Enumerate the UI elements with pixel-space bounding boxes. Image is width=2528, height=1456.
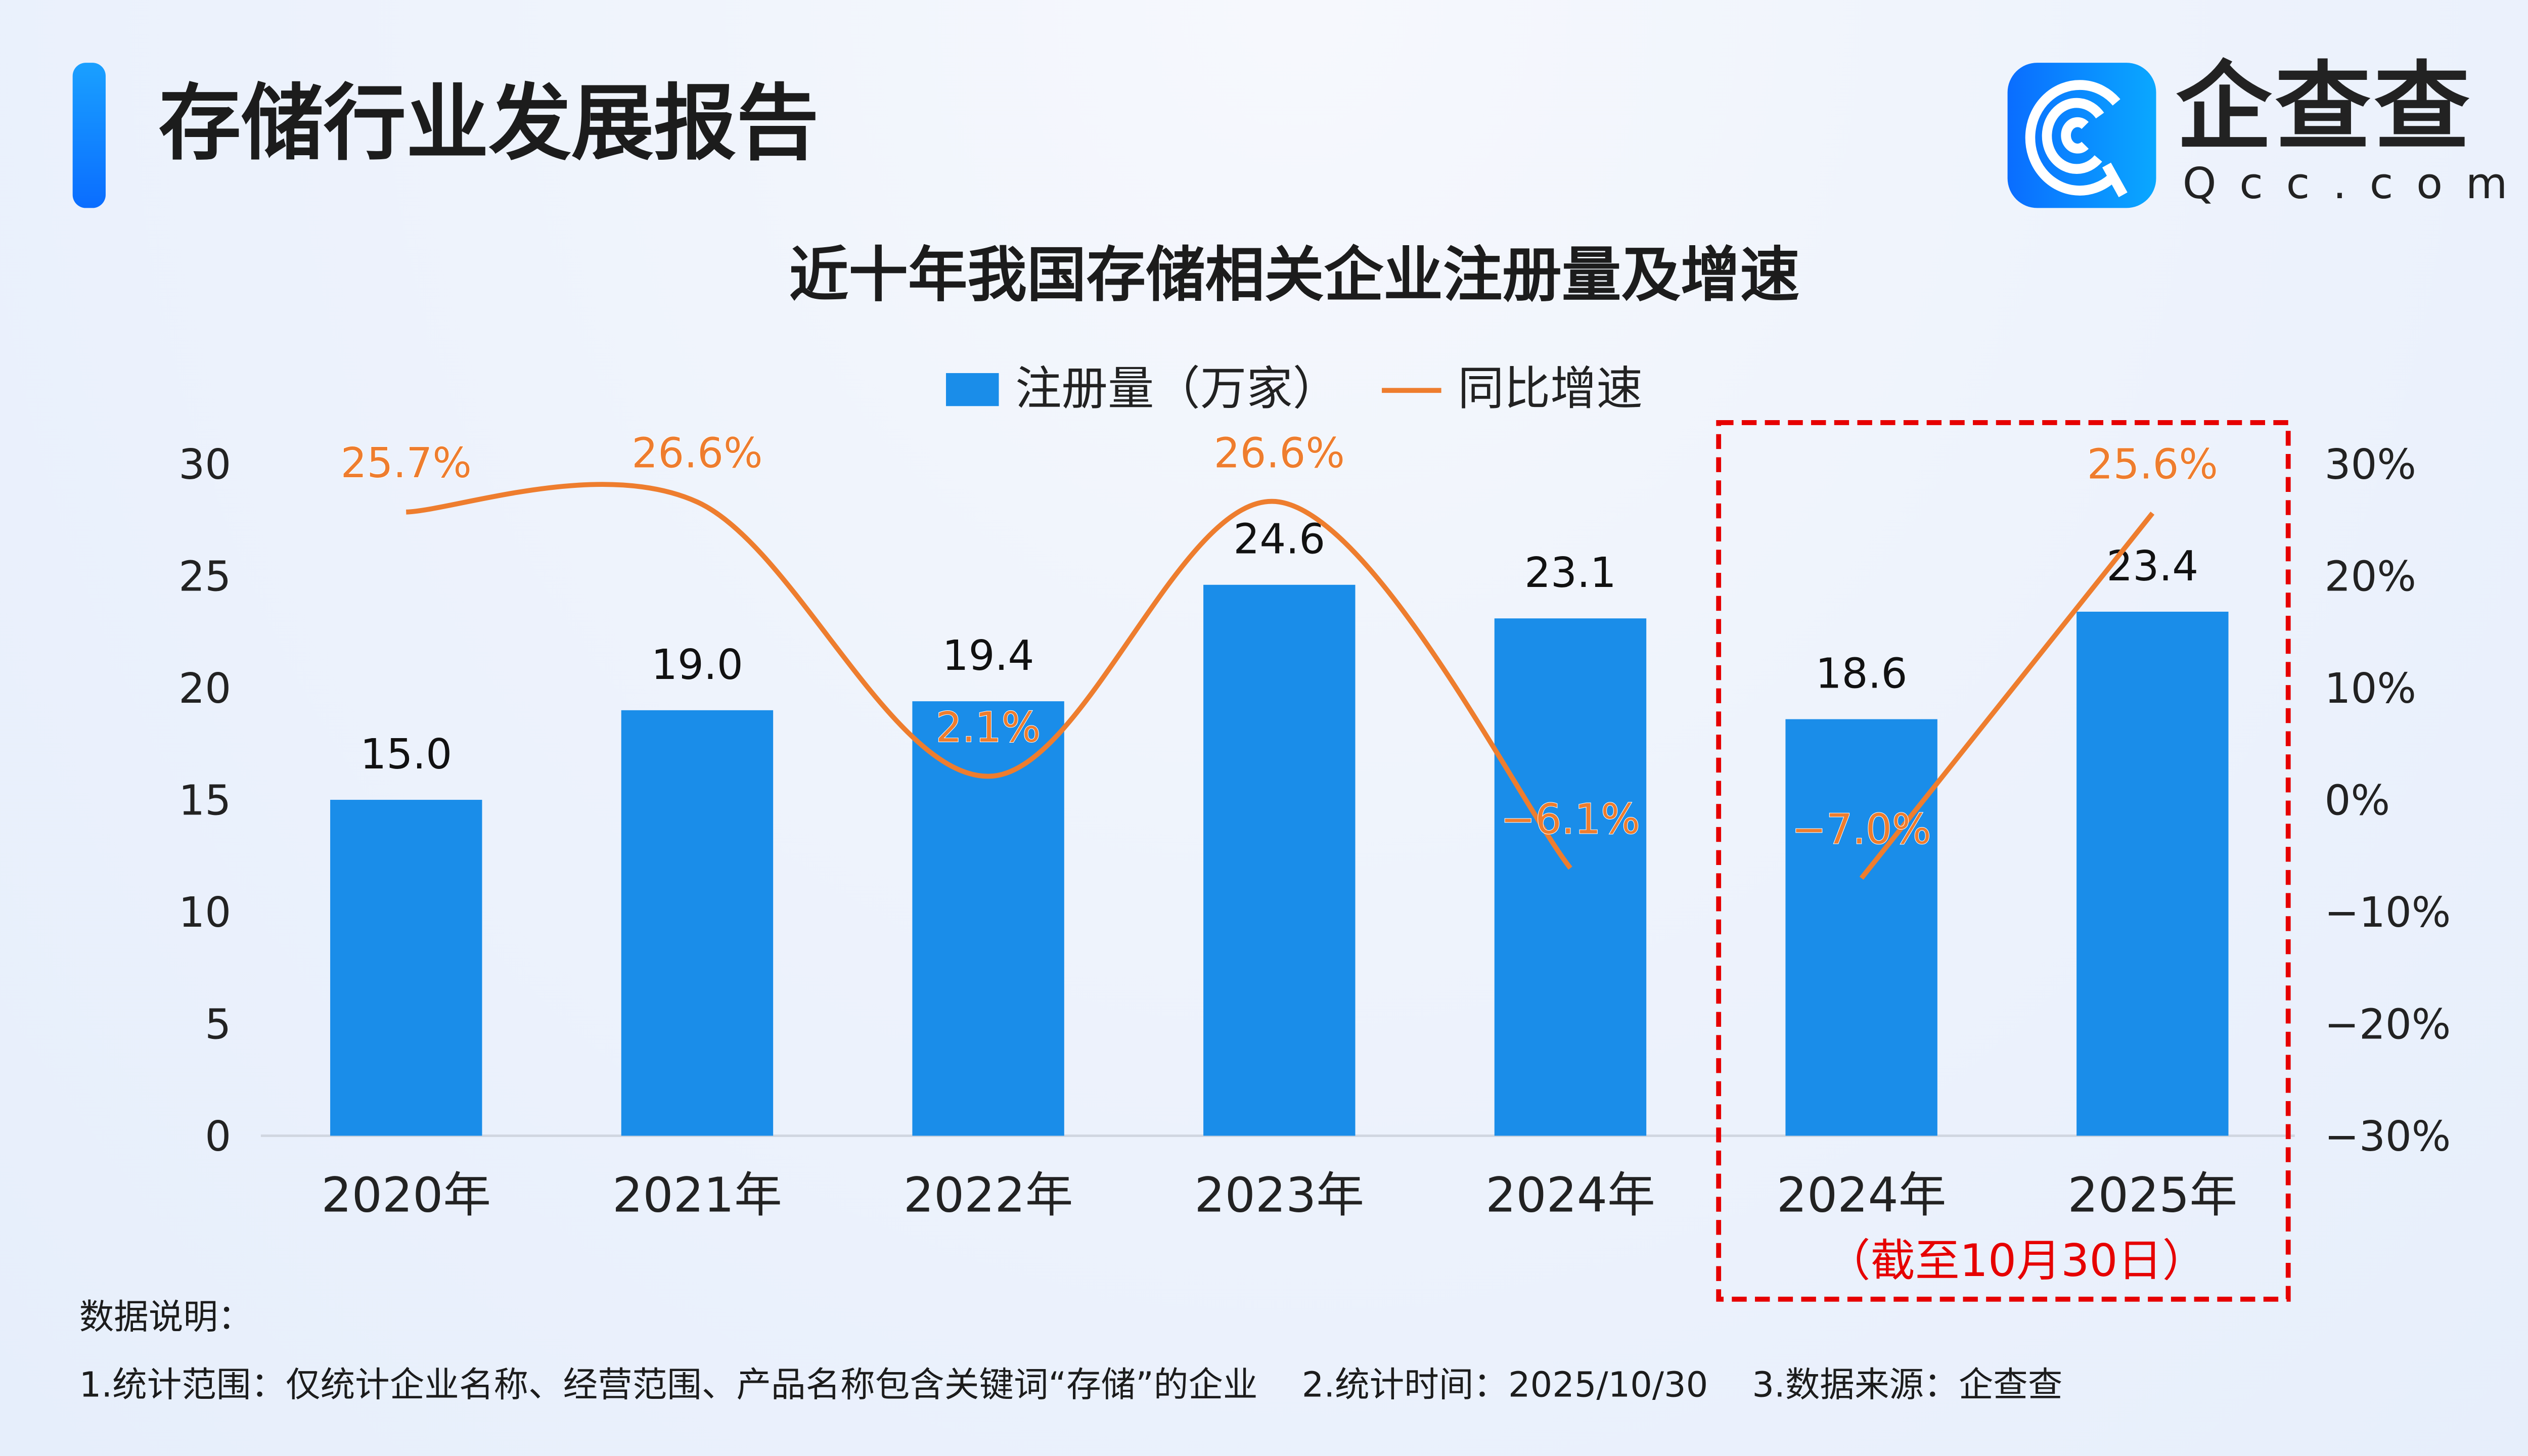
bar <box>1203 584 1356 1136</box>
x-axis-tick: 2020年 <box>321 1168 491 1223</box>
left-axis-tick: 20 <box>178 665 231 713</box>
x-axis-tick: 2021年 <box>612 1168 782 1223</box>
x-axis-tick: 2022年 <box>904 1168 1073 1223</box>
note-source: 3.数据来源：企查查 <box>1752 1365 2063 1405</box>
right-axis-tick: −10% <box>2325 889 2451 937</box>
left-axis-tick: 25 <box>178 553 231 601</box>
growth-label: 26.6% <box>631 429 762 477</box>
legend-swatch-bar <box>945 373 999 406</box>
growth-label: 25.6% <box>2087 440 2218 488</box>
bar-value-label: 23.1 <box>1524 549 1616 597</box>
growth-line <box>1859 511 2155 880</box>
left-axis-tick: 10 <box>178 889 231 937</box>
legend-label-line: 同比增速 <box>1458 361 1643 416</box>
bar-value-label: 18.6 <box>1816 650 1908 698</box>
bar <box>1494 618 1647 1136</box>
left-axis-tick: 30 <box>178 441 231 489</box>
growth-line <box>406 482 1572 870</box>
logo-text: 企查查 <box>2176 51 2473 164</box>
x-axis-tick: 2025年 <box>2067 1168 2237 1223</box>
right-axis-tick: −30% <box>2325 1113 2451 1161</box>
growth-label: 2.1% <box>936 704 1041 752</box>
qcc-logo-icon <box>2007 63 2156 208</box>
x-axis-tick: 2024年 <box>1777 1168 1947 1223</box>
left-axis-tick: 5 <box>205 1000 231 1049</box>
growth-label: 26.6% <box>1214 429 1345 477</box>
bar <box>2076 611 2229 1136</box>
logo-domain: Qcc.com <box>2182 160 2528 210</box>
bar-value-label: 15.0 <box>360 731 452 779</box>
bar-value-label: 19.0 <box>651 641 743 689</box>
x-axis-tick: 2024年 <box>1485 1168 1655 1223</box>
note-scope: 1.统计范围：仅统计企业名称、经营范围、产品名称包含关键词“存储”的企业 <box>79 1365 1258 1405</box>
bar <box>621 710 774 1136</box>
right-axis-tick: 30% <box>2325 441 2416 489</box>
note-time: 2.统计时间：2025/10/30 <box>1301 1365 1708 1405</box>
chart-title: 近十年我国存储相关企业注册量及增速 <box>789 243 1800 310</box>
right-axis-tick: −20% <box>2325 1000 2451 1049</box>
bar-value-label: 19.4 <box>942 632 1034 680</box>
bar-value-label: 24.6 <box>1233 516 1325 564</box>
highlight-note: （截至10月30日） <box>1826 1236 2207 1288</box>
right-axis-tick: 20% <box>2325 553 2416 601</box>
bar <box>1785 719 1937 1136</box>
notes-line: 1.统计范围：仅统计企业名称、经营范围、产品名称包含关键词“存储”的企业 2.统… <box>79 1368 2063 1403</box>
x-axis-tick: 2023年 <box>1194 1168 1364 1223</box>
bar <box>912 701 1064 1136</box>
bar <box>330 800 482 1136</box>
growth-label: 25.7% <box>341 439 472 487</box>
highlight-box <box>1716 420 2291 1302</box>
right-axis-tick: 10% <box>2325 665 2416 713</box>
page-title: 存储行业发展报告 <box>158 76 819 172</box>
legend: 注册量（万家） 同比增速 <box>0 361 2528 416</box>
growth-label: −7.0% <box>1792 806 1931 854</box>
left-axis-tick: 15 <box>178 777 231 825</box>
notes-heading: 数据说明： <box>79 1297 253 1337</box>
title-accent-bar <box>72 63 106 208</box>
right-axis-tick: 0% <box>2325 777 2390 825</box>
legend-swatch-line <box>1382 387 1441 392</box>
left-axis-tick: 0 <box>205 1113 231 1161</box>
growth-label: −6.1% <box>1501 796 1640 844</box>
legend-label-bar: 注册量（万家） <box>1015 361 1339 416</box>
